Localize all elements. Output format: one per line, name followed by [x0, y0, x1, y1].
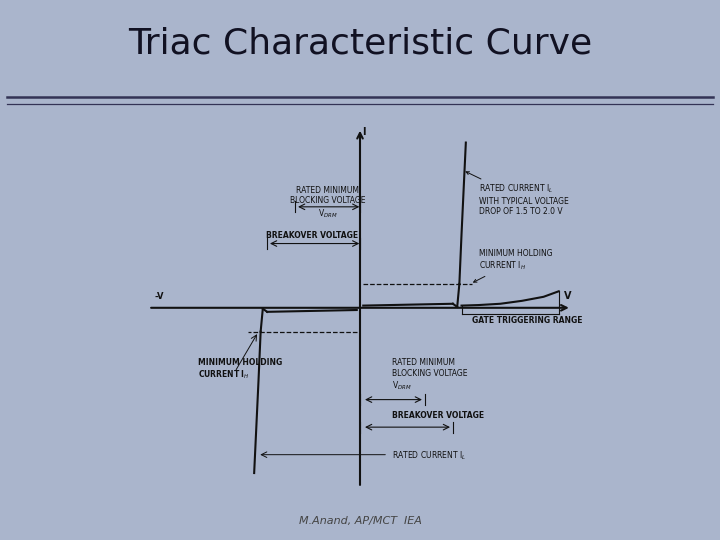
Text: M.Anand, AP/MCT  IEA: M.Anand, AP/MCT IEA: [299, 516, 421, 526]
Text: -V: -V: [154, 292, 164, 301]
Text: MINIMUM HOLDING
CURRENT I$_H$: MINIMUM HOLDING CURRENT I$_H$: [474, 249, 552, 282]
Text: RATED MINIMUM
BLOCKING VOLTAGE
V$_{DRM}$: RATED MINIMUM BLOCKING VOLTAGE V$_{DRM}$: [392, 359, 468, 392]
Text: I: I: [363, 127, 366, 137]
Text: V: V: [564, 291, 571, 301]
Text: MINIMUM HOLDING
CURRENT I$_H$: MINIMUM HOLDING CURRENT I$_H$: [198, 358, 282, 381]
Text: BREAKOVER VOLTAGE: BREAKOVER VOLTAGE: [266, 231, 359, 240]
Text: BREAKOVER VOLTAGE: BREAKOVER VOLTAGE: [392, 411, 485, 420]
Text: RATED CURRENT I$_L$: RATED CURRENT I$_L$: [392, 449, 467, 462]
Text: GATE TRIGGERING RANGE: GATE TRIGGERING RANGE: [472, 316, 582, 325]
Text: RATED MINIMUM
BLOCKING VOLTAGE
V$_{DRM}$: RATED MINIMUM BLOCKING VOLTAGE V$_{DRM}$: [290, 186, 365, 219]
Text: Triac Characteristic Curve: Triac Characteristic Curve: [128, 26, 592, 60]
Text: RATED CURRENT I$_L$
WITH TYPICAL VOLTAGE
DROP OF 1.5 TO 2.0 V: RATED CURRENT I$_L$ WITH TYPICAL VOLTAGE…: [466, 172, 569, 216]
